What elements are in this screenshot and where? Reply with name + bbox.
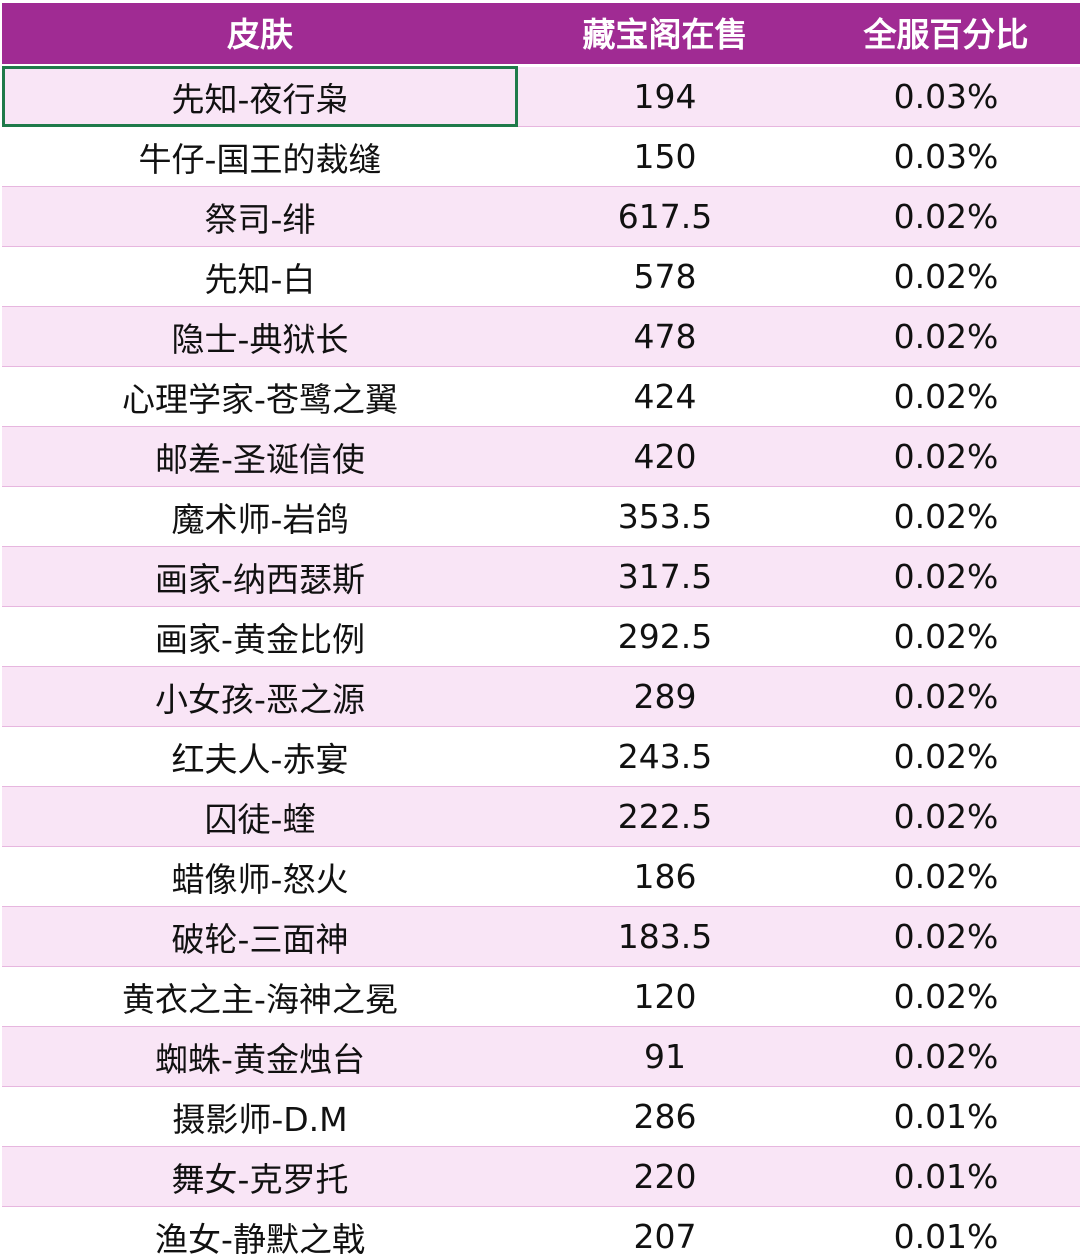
percent-cell[interactable]: 0.01% [812, 1206, 1080, 1256]
stock-cell[interactable]: 91 [518, 1026, 812, 1087]
table-row: 黄衣之主-海神之冕 120 0.02% [2, 966, 1080, 1027]
header-percent[interactable]: 全服百分比 [812, 0, 1080, 67]
table-row: 牛仔-国王的裁缝 150 0.03% [2, 126, 1080, 187]
table-row: 先知-夜行枭 194 0.03% [2, 65, 1080, 127]
skin-cell[interactable]: 舞女-克罗托 [2, 1146, 518, 1207]
stock-cell[interactable]: 317.5 [518, 546, 812, 607]
header-stock[interactable]: 藏宝阁在售 [518, 0, 812, 67]
skin-cell[interactable]: 黄衣之主-海神之冕 [2, 966, 518, 1027]
table-row: 先知-白 578 0.02% [2, 246, 1080, 307]
percent-cell[interactable]: 0.02% [812, 786, 1080, 847]
percent-cell[interactable]: 0.02% [812, 906, 1080, 967]
table-row: 心理学家-苍鹭之翼 424 0.02% [2, 366, 1080, 427]
percent-cell[interactable]: 0.02% [812, 306, 1080, 367]
table-row: 蜘蛛-黄金烛台 91 0.02% [2, 1026, 1080, 1087]
stock-cell[interactable]: 286 [518, 1086, 812, 1147]
stock-cell[interactable]: 289 [518, 666, 812, 727]
percent-cell[interactable]: 0.02% [812, 606, 1080, 667]
skin-cell[interactable]: 祭司-绯 [2, 186, 518, 247]
percent-cell[interactable]: 0.02% [812, 726, 1080, 787]
percent-cell[interactable]: 0.02% [812, 366, 1080, 427]
table-row: 祭司-绯 617.5 0.02% [2, 186, 1080, 247]
stock-cell[interactable]: 578 [518, 246, 812, 307]
stock-cell[interactable]: 194 [518, 65, 812, 127]
percent-cell[interactable]: 0.02% [812, 666, 1080, 727]
stock-cell[interactable]: 617.5 [518, 186, 812, 247]
header-skin[interactable]: 皮肤 [2, 0, 518, 67]
stock-cell[interactable]: 292.5 [518, 606, 812, 667]
stock-cell[interactable]: 186 [518, 846, 812, 907]
skin-cell[interactable]: 先知-白 [2, 246, 518, 307]
table-row: 邮差-圣诞信使 420 0.02% [2, 426, 1080, 487]
skin-cell[interactable]: 渔女-静默之戟 [2, 1206, 518, 1256]
stock-cell[interactable]: 353.5 [518, 486, 812, 547]
skin-cell[interactable]: 牛仔-国王的裁缝 [2, 126, 518, 187]
table-row: 画家-黄金比例 292.5 0.02% [2, 606, 1080, 667]
skin-cell[interactable]: 蜘蛛-黄金烛台 [2, 1026, 518, 1087]
skin-cell[interactable]: 邮差-圣诞信使 [2, 426, 518, 487]
skin-cell[interactable]: 蜡像师-怒火 [2, 846, 518, 907]
percent-cell[interactable]: 0.02% [812, 966, 1080, 1027]
stock-cell[interactable]: 207 [518, 1206, 812, 1256]
top-border [0, 0, 1080, 3]
skin-cell[interactable]: 囚徒-蝰 [2, 786, 518, 847]
skin-cell[interactable]: 红夫人-赤宴 [2, 726, 518, 787]
skin-cell[interactable]: 隐士-典狱长 [2, 306, 518, 367]
stock-cell[interactable]: 120 [518, 966, 812, 1027]
table-row: 魔术师-岩鸽 353.5 0.02% [2, 486, 1080, 547]
percent-cell[interactable]: 0.02% [812, 1026, 1080, 1087]
percent-cell[interactable]: 0.01% [812, 1086, 1080, 1147]
percent-cell[interactable]: 0.02% [812, 546, 1080, 607]
skin-cell[interactable]: 魔术师-岩鸽 [2, 486, 518, 547]
table-row: 隐士-典狱长 478 0.02% [2, 306, 1080, 367]
table-row: 画家-纳西瑟斯 317.5 0.02% [2, 546, 1080, 607]
percent-cell[interactable]: 0.02% [812, 486, 1080, 547]
stock-cell[interactable]: 220 [518, 1146, 812, 1207]
percent-cell[interactable]: 0.02% [812, 846, 1080, 907]
table-row: 小女孩-恶之源 289 0.02% [2, 666, 1080, 727]
percent-cell[interactable]: 0.01% [812, 1146, 1080, 1207]
percent-cell[interactable]: 0.02% [812, 246, 1080, 307]
stock-cell[interactable]: 183.5 [518, 906, 812, 967]
skin-cell[interactable]: 心理学家-苍鹭之翼 [2, 366, 518, 427]
skin-cell[interactable]: 小女孩-恶之源 [2, 666, 518, 727]
table-row: 囚徒-蝰 222.5 0.02% [2, 786, 1080, 847]
skin-cell[interactable]: 摄影师-D.M [2, 1086, 518, 1147]
stock-cell[interactable]: 222.5 [518, 786, 812, 847]
table-row: 破轮-三面神 183.5 0.02% [2, 906, 1080, 967]
table-row: 红夫人-赤宴 243.5 0.02% [2, 726, 1080, 787]
header-row: 皮肤 藏宝阁在售 全服百分比 [2, 0, 1080, 67]
skin-cell[interactable]: 画家-黄金比例 [2, 606, 518, 667]
table-row: 摄影师-D.M 286 0.01% [2, 1086, 1080, 1147]
stock-cell[interactable]: 150 [518, 126, 812, 187]
skin-cell[interactable]: 破轮-三面神 [2, 906, 518, 967]
skin-cell-selected[interactable]: 先知-夜行枭 [2, 65, 518, 127]
percent-cell[interactable]: 0.03% [812, 65, 1080, 127]
stock-cell[interactable]: 424 [518, 366, 812, 427]
percent-cell[interactable]: 0.02% [812, 426, 1080, 487]
table-row: 舞女-克罗托 220 0.01% [2, 1146, 1080, 1207]
skin-cell[interactable]: 画家-纳西瑟斯 [2, 546, 518, 607]
stock-cell[interactable]: 478 [518, 306, 812, 367]
percent-cell[interactable]: 0.03% [812, 126, 1080, 187]
stock-cell[interactable]: 243.5 [518, 726, 812, 787]
stock-cell[interactable]: 420 [518, 426, 812, 487]
percent-cell[interactable]: 0.02% [812, 186, 1080, 247]
table-row: 渔女-静默之戟 207 0.01% [2, 1206, 1080, 1256]
table-row: 蜡像师-怒火 186 0.02% [2, 846, 1080, 907]
